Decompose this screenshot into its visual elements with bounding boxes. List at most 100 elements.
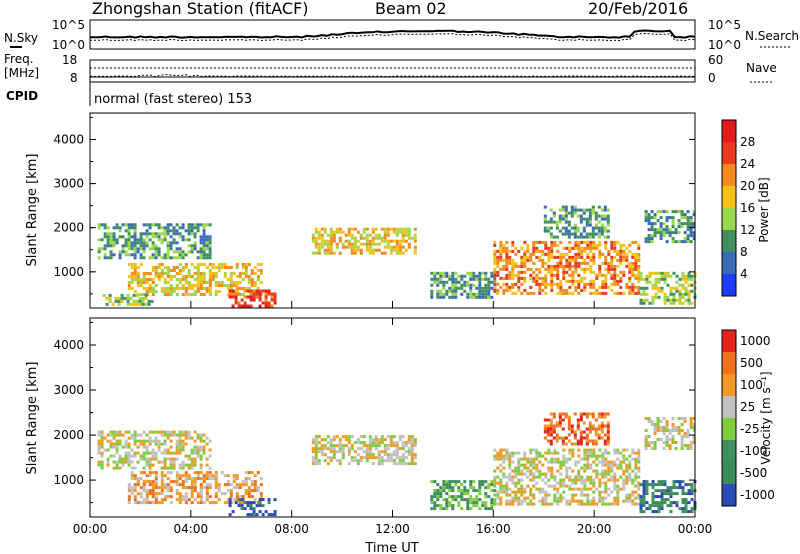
power-cell (211, 263, 215, 266)
velocity-cell (622, 499, 626, 503)
velocity-cell (145, 439, 149, 443)
power-cell (139, 235, 143, 239)
velocity-cell (199, 457, 203, 461)
velocity-cell (368, 444, 372, 448)
velocity-cell (175, 442, 179, 446)
velocity-cell (238, 501, 242, 505)
power-cell (508, 285, 512, 289)
power-cell (184, 275, 188, 278)
velocity-cell (517, 496, 521, 500)
power-cell (619, 243, 623, 247)
power-cell (585, 208, 589, 212)
velocity-cell (601, 499, 605, 503)
velocity-cell (553, 499, 557, 503)
velocity-cell (568, 487, 572, 491)
power-cell (178, 235, 182, 239)
velocity-cell (568, 466, 572, 470)
power-cell (547, 246, 551, 250)
velocity-cell (502, 466, 506, 470)
velocity-cell (100, 445, 104, 449)
velocity-cell (139, 439, 143, 443)
velocity-cell (100, 466, 104, 470)
power-cell (672, 292, 676, 296)
velocity-cell (689, 423, 693, 426)
power-cell (523, 270, 527, 274)
power-cell (604, 282, 608, 286)
power-cell (341, 242, 345, 246)
power-cell (568, 249, 572, 253)
velocity-cell (344, 435, 348, 439)
power-cell (350, 248, 354, 252)
power-cell (139, 256, 143, 260)
velocity-cell (392, 462, 396, 466)
nave-label: Nave (746, 61, 777, 75)
velocity-cell (356, 462, 360, 466)
velocity-cell (616, 502, 620, 506)
velocity-cell (205, 474, 209, 478)
power-cell (353, 251, 357, 255)
velocity-cell (208, 448, 212, 452)
power-cell (157, 250, 161, 254)
power-cell (133, 235, 137, 239)
velocity-cell (651, 483, 655, 487)
velocity-cell (124, 460, 128, 464)
velocity-cell (267, 498, 271, 502)
velocity-cell (556, 460, 560, 464)
power-cell (565, 270, 569, 274)
velocity-cell (628, 478, 632, 482)
velocity-cell (619, 487, 623, 491)
velocity-cell (404, 450, 408, 454)
velocity-cell (520, 499, 524, 503)
velocity-cell (637, 487, 641, 491)
power-cell (208, 272, 212, 275)
velocity-cell (574, 475, 578, 479)
power-cell (671, 225, 675, 229)
velocity-cell (374, 435, 378, 439)
power-cell (687, 274, 691, 278)
power-cell (243, 301, 247, 305)
velocity-cell (579, 430, 583, 434)
velocity-cell (154, 474, 158, 478)
velocity-cell (553, 484, 557, 488)
power-cell (517, 285, 521, 289)
velocity-cell (601, 481, 605, 485)
velocity-cell (169, 480, 173, 484)
power-cell (579, 232, 583, 236)
power-cell (244, 263, 248, 266)
power-cell (568, 273, 572, 277)
power-cell (193, 241, 197, 245)
velocity-cell (598, 481, 602, 485)
power-cell (166, 241, 170, 245)
velocity-cell (389, 453, 393, 457)
velocity-cell (484, 480, 488, 484)
power-cell (445, 292, 449, 296)
velocity-cell (398, 459, 402, 463)
power-cell (544, 243, 548, 247)
power-cell (677, 240, 681, 244)
velocity-cell (637, 460, 641, 464)
velocity-cell (589, 454, 593, 458)
velocity-cell (675, 492, 679, 496)
velocity-cell (549, 421, 553, 425)
power-cell (244, 275, 248, 278)
velocity-cell (314, 438, 318, 442)
freq-tick-bottom: 8 (70, 71, 78, 85)
velocity-cell (592, 469, 596, 473)
power-cell (499, 276, 503, 280)
velocity-cell (589, 502, 593, 506)
power-cell (317, 251, 321, 255)
power-cell (247, 278, 251, 281)
power-cell (139, 241, 143, 245)
velocity-cell (166, 451, 170, 455)
velocity-cell (214, 492, 218, 496)
velocity-cell (549, 418, 553, 422)
power-cell (407, 236, 411, 240)
velocity-cell (604, 490, 608, 494)
velocity-cell (597, 436, 601, 440)
power-cell (202, 238, 206, 242)
power-cell (639, 298, 643, 302)
power-cell (314, 236, 318, 240)
velocity-cell (439, 492, 443, 496)
velocity-cell (520, 469, 524, 473)
velocity-cell (592, 502, 596, 506)
